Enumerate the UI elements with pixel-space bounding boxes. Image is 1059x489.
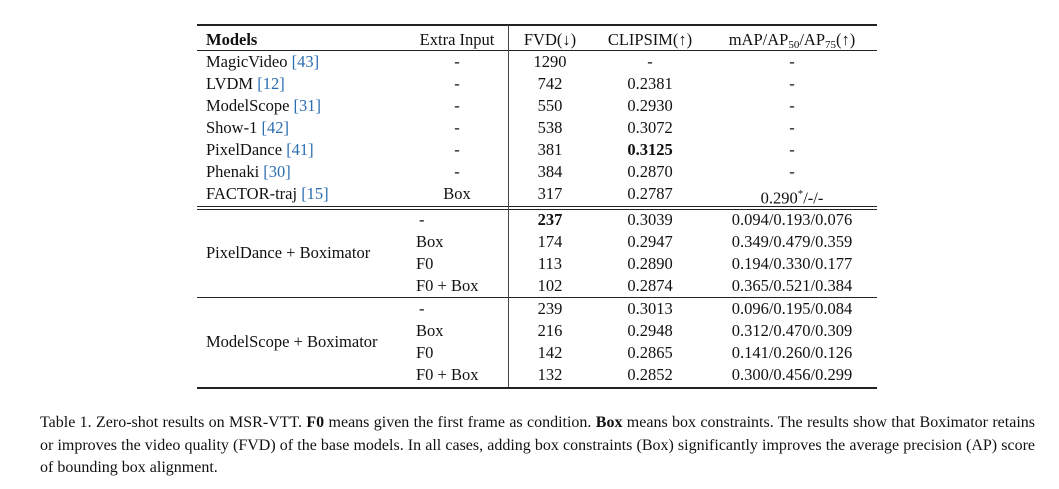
- map-value: 0.290*/-/-: [760, 188, 824, 208]
- map-value: -: [789, 118, 795, 137]
- clipsim-value: 0.2930: [627, 96, 673, 115]
- table-section-rule-2: [197, 209, 877, 210]
- model-name: MagicVideo [43]: [206, 52, 320, 71]
- map-value: 0.094/0.193/0.076: [731, 210, 853, 229]
- table-group-rule: [197, 297, 877, 298]
- map-value: -: [789, 52, 795, 71]
- map-value: -: [789, 74, 795, 93]
- header-clipsim: CLIPSIM(↑): [607, 30, 693, 49]
- map-value: 0.312/0.470/0.309: [731, 321, 853, 340]
- fvd-value: 102: [537, 276, 563, 295]
- model-name: PixelDance [41]: [206, 140, 314, 159]
- clipsim-value: 0.2870: [627, 162, 673, 181]
- model-name: Show-1 [42]: [206, 118, 289, 137]
- table-caption: Table 1. Zero-shot results on MSR-VTT. F…: [40, 414, 1035, 476]
- model-name: ModelScope [31]: [206, 96, 322, 115]
- table-header-rule: [197, 50, 877, 51]
- group-model-name: ModelScope + Boximator: [206, 332, 378, 351]
- extra-input-value: Box: [416, 321, 444, 340]
- fvd-value: 174: [537, 232, 563, 251]
- clipsim-value: 0.3072: [627, 118, 673, 137]
- citation-link[interactable]: [41]: [286, 140, 314, 159]
- fvd-value: 381: [537, 140, 563, 159]
- extra-input-value: -: [419, 299, 425, 318]
- map-value: 0.365/0.521/0.384: [731, 276, 853, 295]
- clipsim-value: 0.2787: [627, 184, 673, 203]
- fvd-value: 550: [537, 96, 563, 115]
- map-value: -: [789, 96, 795, 115]
- table-section-rule: [197, 206, 877, 207]
- table-vertical-rule: [508, 25, 509, 387]
- fvd-value: 538: [537, 118, 563, 137]
- group-model-name: PixelDance + Boximator: [206, 243, 371, 262]
- map-value: 0.300/0.456/0.299: [731, 365, 853, 384]
- map-value: -: [789, 162, 795, 181]
- clipsim-value: 0.2852: [627, 365, 673, 384]
- extra-input-value: -: [419, 210, 425, 229]
- fvd-value: 237: [537, 210, 563, 229]
- extra-input-value: Box: [416, 232, 444, 251]
- fvd-value: 113: [537, 254, 563, 273]
- fvd-value: 384: [537, 162, 563, 181]
- model-name: FACTOR-traj [15]: [206, 184, 329, 203]
- model-name: LVDM [12]: [206, 74, 285, 93]
- map-value: -: [789, 140, 795, 159]
- header-fvd: FVD(↓): [523, 30, 577, 49]
- map-value: 0.141/0.260/0.126: [731, 343, 853, 362]
- map-value: 0.194/0.330/0.177: [731, 254, 853, 273]
- extra-input-value: Box: [443, 184, 471, 203]
- citation-link[interactable]: [42]: [261, 118, 289, 137]
- extra-input-value: F0 + Box: [416, 365, 479, 384]
- citation-link[interactable]: [31]: [293, 96, 322, 115]
- clipsim-value: 0.2874: [627, 276, 673, 295]
- citation-link[interactable]: [15]: [301, 184, 329, 203]
- extra-input-value: -: [454, 162, 460, 181]
- fvd-value: 239: [537, 299, 563, 318]
- fvd-value: 132: [537, 365, 563, 384]
- fvd-value: 142: [537, 343, 563, 362]
- extra-input-value: F0: [416, 343, 434, 362]
- fvd-value: 742: [537, 74, 563, 93]
- extra-input-value: -: [454, 52, 460, 71]
- map-value: 0.096/0.195/0.084: [731, 299, 853, 318]
- clipsim-value: 0.3125: [627, 140, 673, 159]
- clipsim-value: 0.2947: [627, 232, 673, 251]
- header-models: Models: [206, 30, 258, 49]
- fvd-value: 317: [537, 184, 563, 203]
- citation-link[interactable]: [43]: [291, 52, 320, 71]
- map-value: 0.349/0.479/0.359: [731, 232, 853, 251]
- clipsim-value: 0.3013: [627, 299, 673, 318]
- extra-input-value: -: [454, 74, 460, 93]
- clipsim-value: 0.2865: [627, 343, 673, 362]
- extra-input-value: F0 + Box: [416, 276, 479, 295]
- clipsim-value: 0.2890: [627, 254, 673, 273]
- table-top-rule: [197, 24, 877, 26]
- model-name: Phenaki [30]: [206, 162, 291, 181]
- fvd-value: 216: [537, 321, 563, 340]
- clipsim-value: 0.2381: [627, 74, 673, 93]
- header-map: mAP/AP50/AP75(↑): [728, 30, 856, 51]
- extra-input-value: F0: [416, 254, 434, 273]
- table-bottom-rule: [197, 387, 877, 389]
- extra-input-value: -: [454, 96, 460, 115]
- clipsim-value: 0.2948: [627, 321, 673, 340]
- header-extra-input: Extra Input: [419, 30, 495, 49]
- clipsim-value: -: [647, 52, 653, 71]
- citation-link[interactable]: [12]: [257, 74, 285, 93]
- extra-input-value: -: [454, 140, 460, 159]
- fvd-value: 1290: [533, 52, 567, 71]
- extra-input-value: -: [454, 118, 460, 137]
- clipsim-value: 0.3039: [627, 210, 673, 229]
- citation-link[interactable]: [30]: [263, 162, 291, 181]
